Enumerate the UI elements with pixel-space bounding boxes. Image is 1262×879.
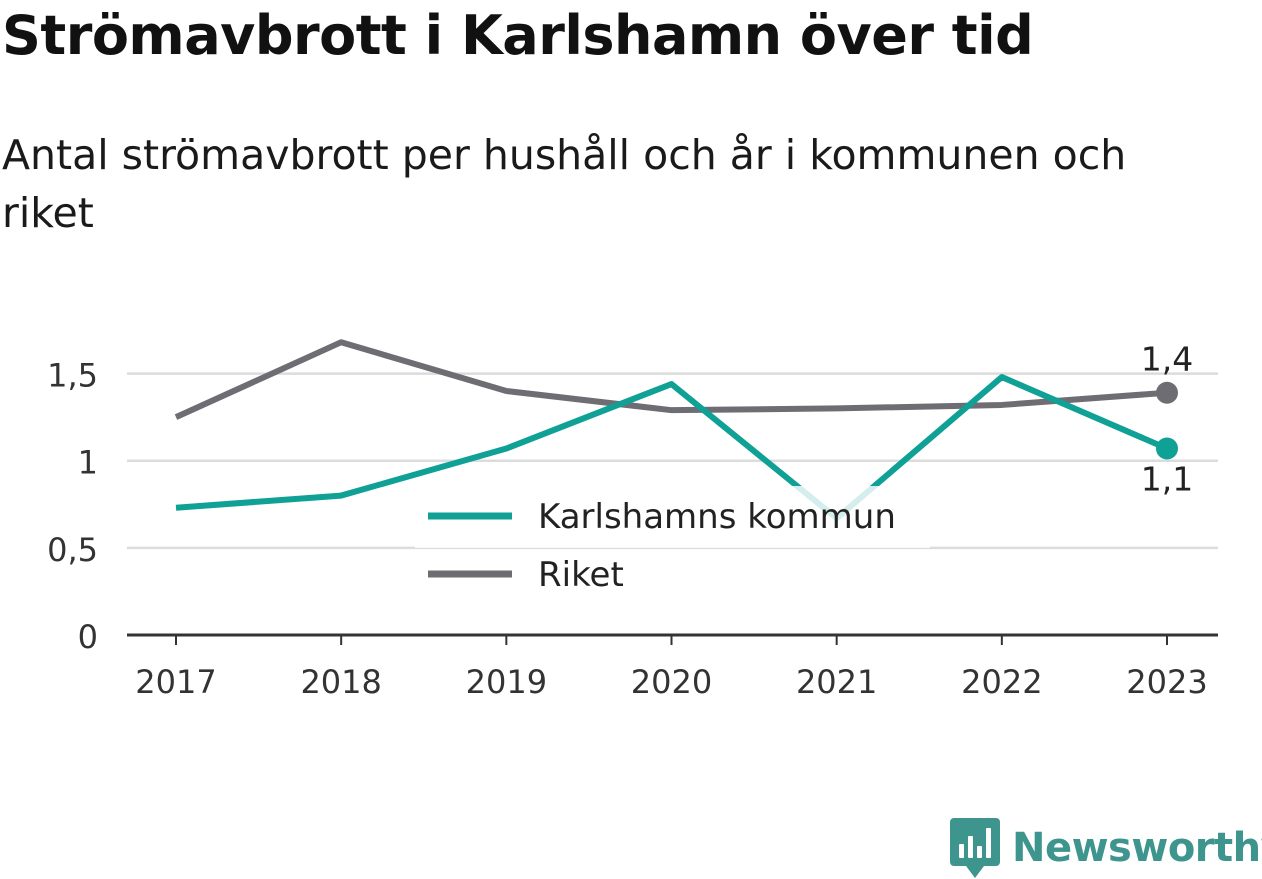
x-tick-label: 2018 — [300, 663, 381, 701]
end-point — [1156, 437, 1178, 460]
data-labels: 1,1 1,4 — [1141, 340, 1193, 499]
x-tick-label: 2020 — [631, 663, 712, 701]
newsworthy-logo: Newsworthy — [950, 818, 1262, 878]
x-tick-label: 2022 — [961, 663, 1042, 701]
y-tick-label: 0 — [78, 618, 98, 656]
legend: Karlshamns kommun Riket — [415, 486, 930, 595]
end-value-label: 1,4 — [1141, 340, 1193, 379]
end-point — [1156, 381, 1178, 404]
legend-label: Karlshamns kommun — [538, 497, 896, 537]
y-axis-tick-labels: 0 0,5 1 1,5 — [47, 357, 98, 656]
brand-name: Newsworthy — [1012, 825, 1262, 871]
x-tick-label: 2019 — [466, 663, 547, 701]
chart-title: Strömavbrott i Karlshamn över tid — [2, 4, 1034, 67]
series-line-karlshamn — [175, 374, 1169, 522]
series-lines — [174, 339, 1169, 522]
x-axis — [127, 633, 1218, 645]
end-points — [1156, 381, 1178, 460]
legend-label: Riket — [538, 555, 624, 595]
x-tick-label: 2017 — [135, 663, 216, 701]
y-tick-label: 0,5 — [47, 531, 98, 569]
y-tick-label: 1 — [78, 444, 98, 482]
y-tick-label: 1,5 — [47, 357, 98, 395]
bar-chart-badge-icon — [950, 818, 1000, 878]
chart-subtitle: Antal strömavbrott per hushåll och år i … — [2, 131, 1127, 237]
x-tick-label: 2023 — [1126, 663, 1207, 701]
x-tick-label: 2021 — [796, 663, 877, 701]
x-axis-tick-labels: 2017 2018 2019 2020 2021 2022 2023 — [135, 663, 1207, 701]
series-line-riket — [174, 339, 1168, 420]
end-value-label: 1,1 — [1141, 460, 1193, 499]
